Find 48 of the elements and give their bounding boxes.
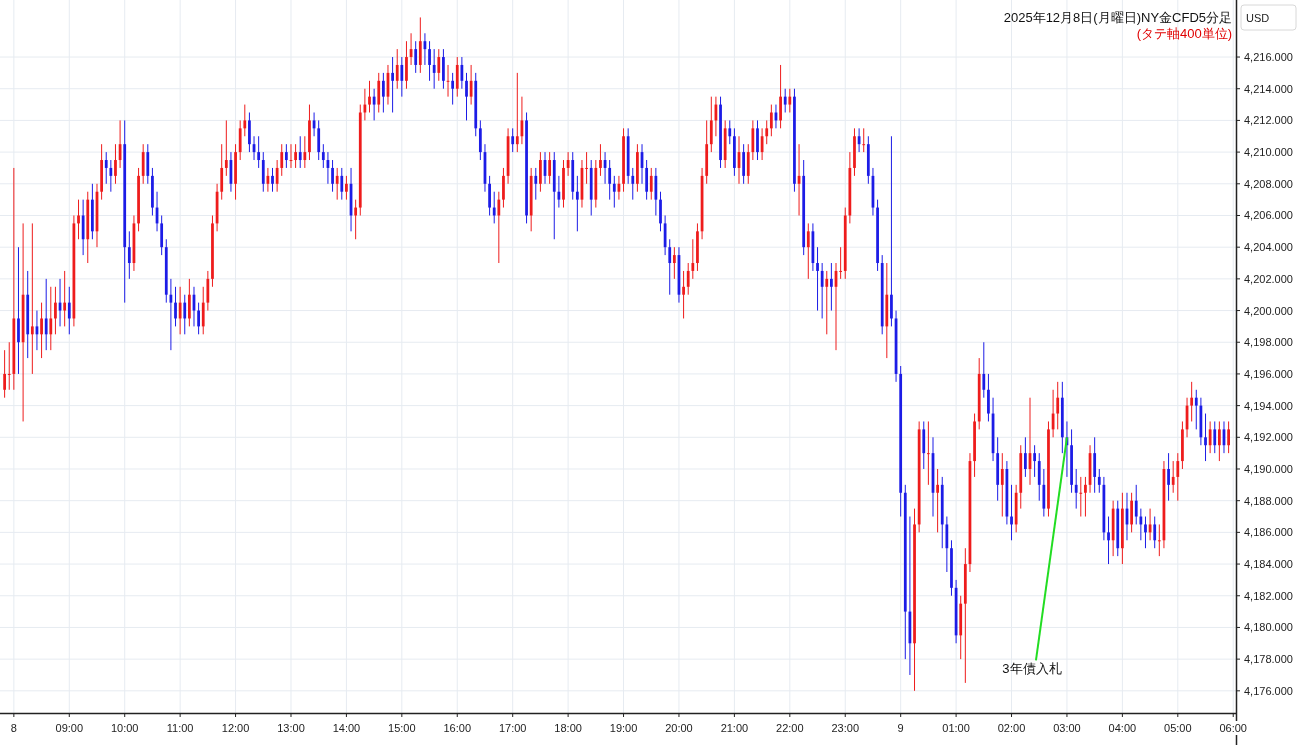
y-axis-title: USD — [1246, 12, 1270, 24]
y-tick-label: 4,196.000 — [1244, 367, 1293, 380]
y-tick-label: 4,198.000 — [1244, 336, 1293, 349]
x-tick-label: 10:00 — [110, 722, 139, 734]
x-tick-label: 03:00 — [1053, 722, 1081, 734]
y-tick-label: 4,216.000 — [1244, 51, 1293, 64]
y-tick-label: 4,178.000 — [1244, 653, 1293, 666]
y-tick-label: 4,214.000 — [1244, 82, 1293, 95]
x-tick-label: 12:00 — [221, 722, 250, 734]
y-tick-label: 4,208.000 — [1244, 177, 1293, 190]
x-tick-label: 19:00 — [609, 722, 638, 734]
y-tick-label: 4,204.000 — [1244, 241, 1293, 254]
x-tick-label: 15:00 — [388, 722, 416, 734]
y-tick-label: 4,206.000 — [1244, 209, 1293, 222]
x-tick-label: 18:00 — [554, 722, 582, 734]
x-tick-label: 13:00 — [277, 722, 305, 734]
x-tick-label: 20:00 — [665, 722, 693, 734]
y-tick-label: 4,180.000 — [1244, 621, 1293, 634]
y-tick-label: 4,212.000 — [1244, 114, 1293, 127]
x-tick-label: 23:00 — [831, 722, 860, 734]
y-tick-label: 4,210.000 — [1244, 146, 1293, 159]
x-tick-label: 11:00 — [166, 722, 194, 734]
x-tick-label: 17:00 — [498, 722, 527, 734]
x-tick-label: 9 — [897, 722, 904, 734]
x-tick-label: 14:00 — [332, 722, 361, 734]
y-tick-label: 4,186.000 — [1244, 526, 1293, 539]
annotation: 3年債入札 — [1002, 661, 1062, 677]
y-tick-label: 4,192.000 — [1244, 431, 1293, 444]
x-tick-label: 02:00 — [997, 722, 1026, 734]
x-tick-label: 01:00 — [942, 722, 970, 734]
x-tick-label: 21:00 — [720, 722, 749, 734]
text: 2025年12月8日(月曜日)NY金CFD5分足 — [1003, 10, 1232, 25]
x-tick-label: 8 — [10, 722, 17, 734]
x-tick-label: 22:00 — [776, 722, 804, 734]
text: (タテ軸400単位) — [1136, 26, 1232, 41]
x-tick-label: 16:00 — [443, 722, 472, 734]
y-tick-label: 4,184.000 — [1244, 558, 1293, 571]
y-tick-label: 4,182.000 — [1244, 589, 1293, 602]
y-tick-label: 4,200.000 — [1244, 304, 1293, 317]
y-tick-label: 4,190.000 — [1244, 463, 1293, 475]
x-tick-label: 05:00 — [1164, 722, 1192, 734]
y-tick-label: 4,194.000 — [1244, 399, 1293, 412]
x-tick-label: 04:00 — [1108, 722, 1137, 734]
y-tick-label: 4,176.000 — [1244, 684, 1293, 697]
x-tick-label: 09:00 — [55, 722, 84, 734]
y-tick-label: 4,188.000 — [1244, 494, 1293, 507]
y-tick-label: 4,202.000 — [1244, 272, 1293, 285]
x-tick-label: 06:00 — [1219, 722, 1247, 734]
